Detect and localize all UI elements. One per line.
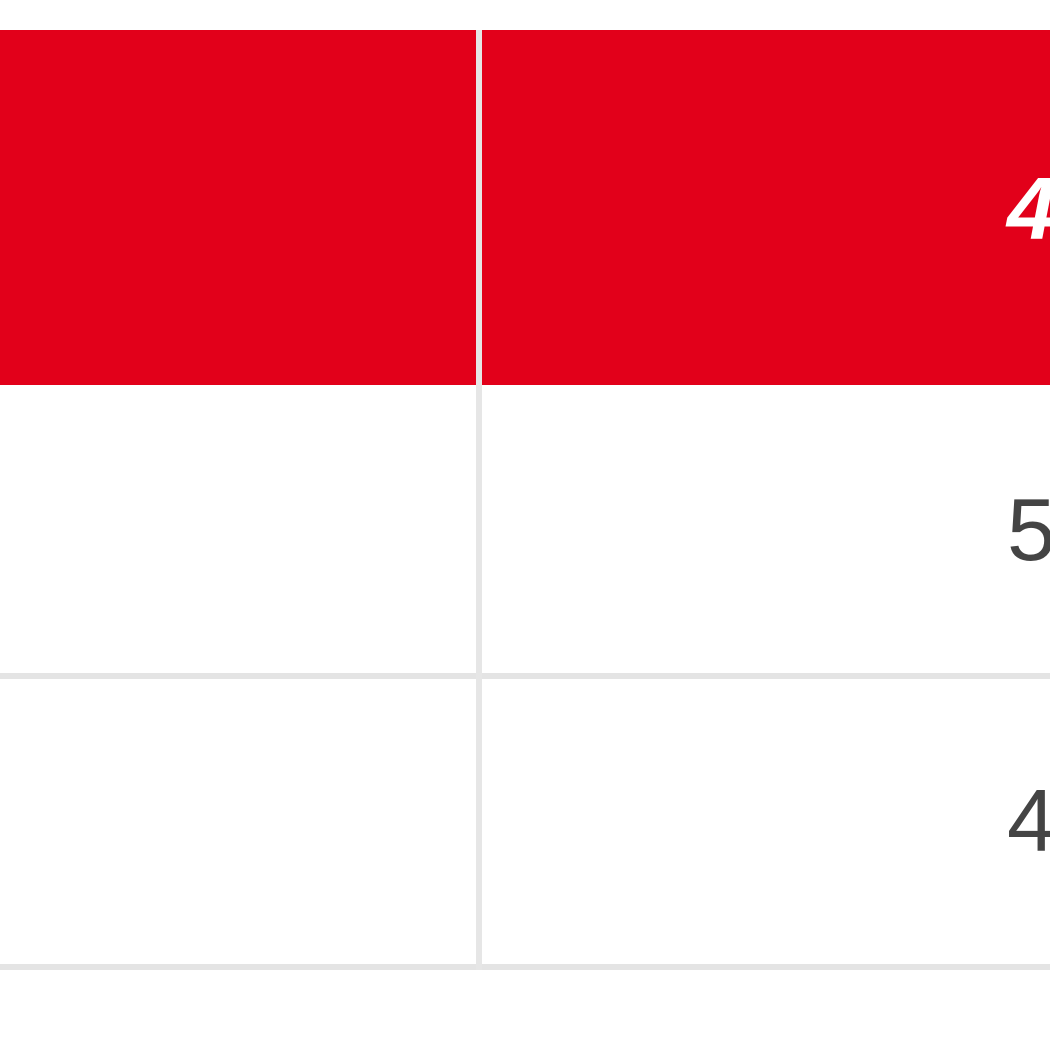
row-1-cell-1 <box>0 391 476 673</box>
header-cell-1 <box>0 30 476 385</box>
cell-text: 5 <box>1007 480 1050 579</box>
row-1-cell-2: 5 <box>482 391 1050 673</box>
column-divider <box>476 30 482 970</box>
row-2-cell-1 <box>0 682 476 964</box>
row-divider <box>0 964 1050 970</box>
header-label-2: 4 <box>1007 165 1050 253</box>
row-2-cell-2: 4 <box>482 682 1050 964</box>
row-divider <box>0 673 1050 679</box>
cell-text: 4 <box>1007 771 1050 870</box>
header-cell-2: 4 <box>482 30 1050 385</box>
